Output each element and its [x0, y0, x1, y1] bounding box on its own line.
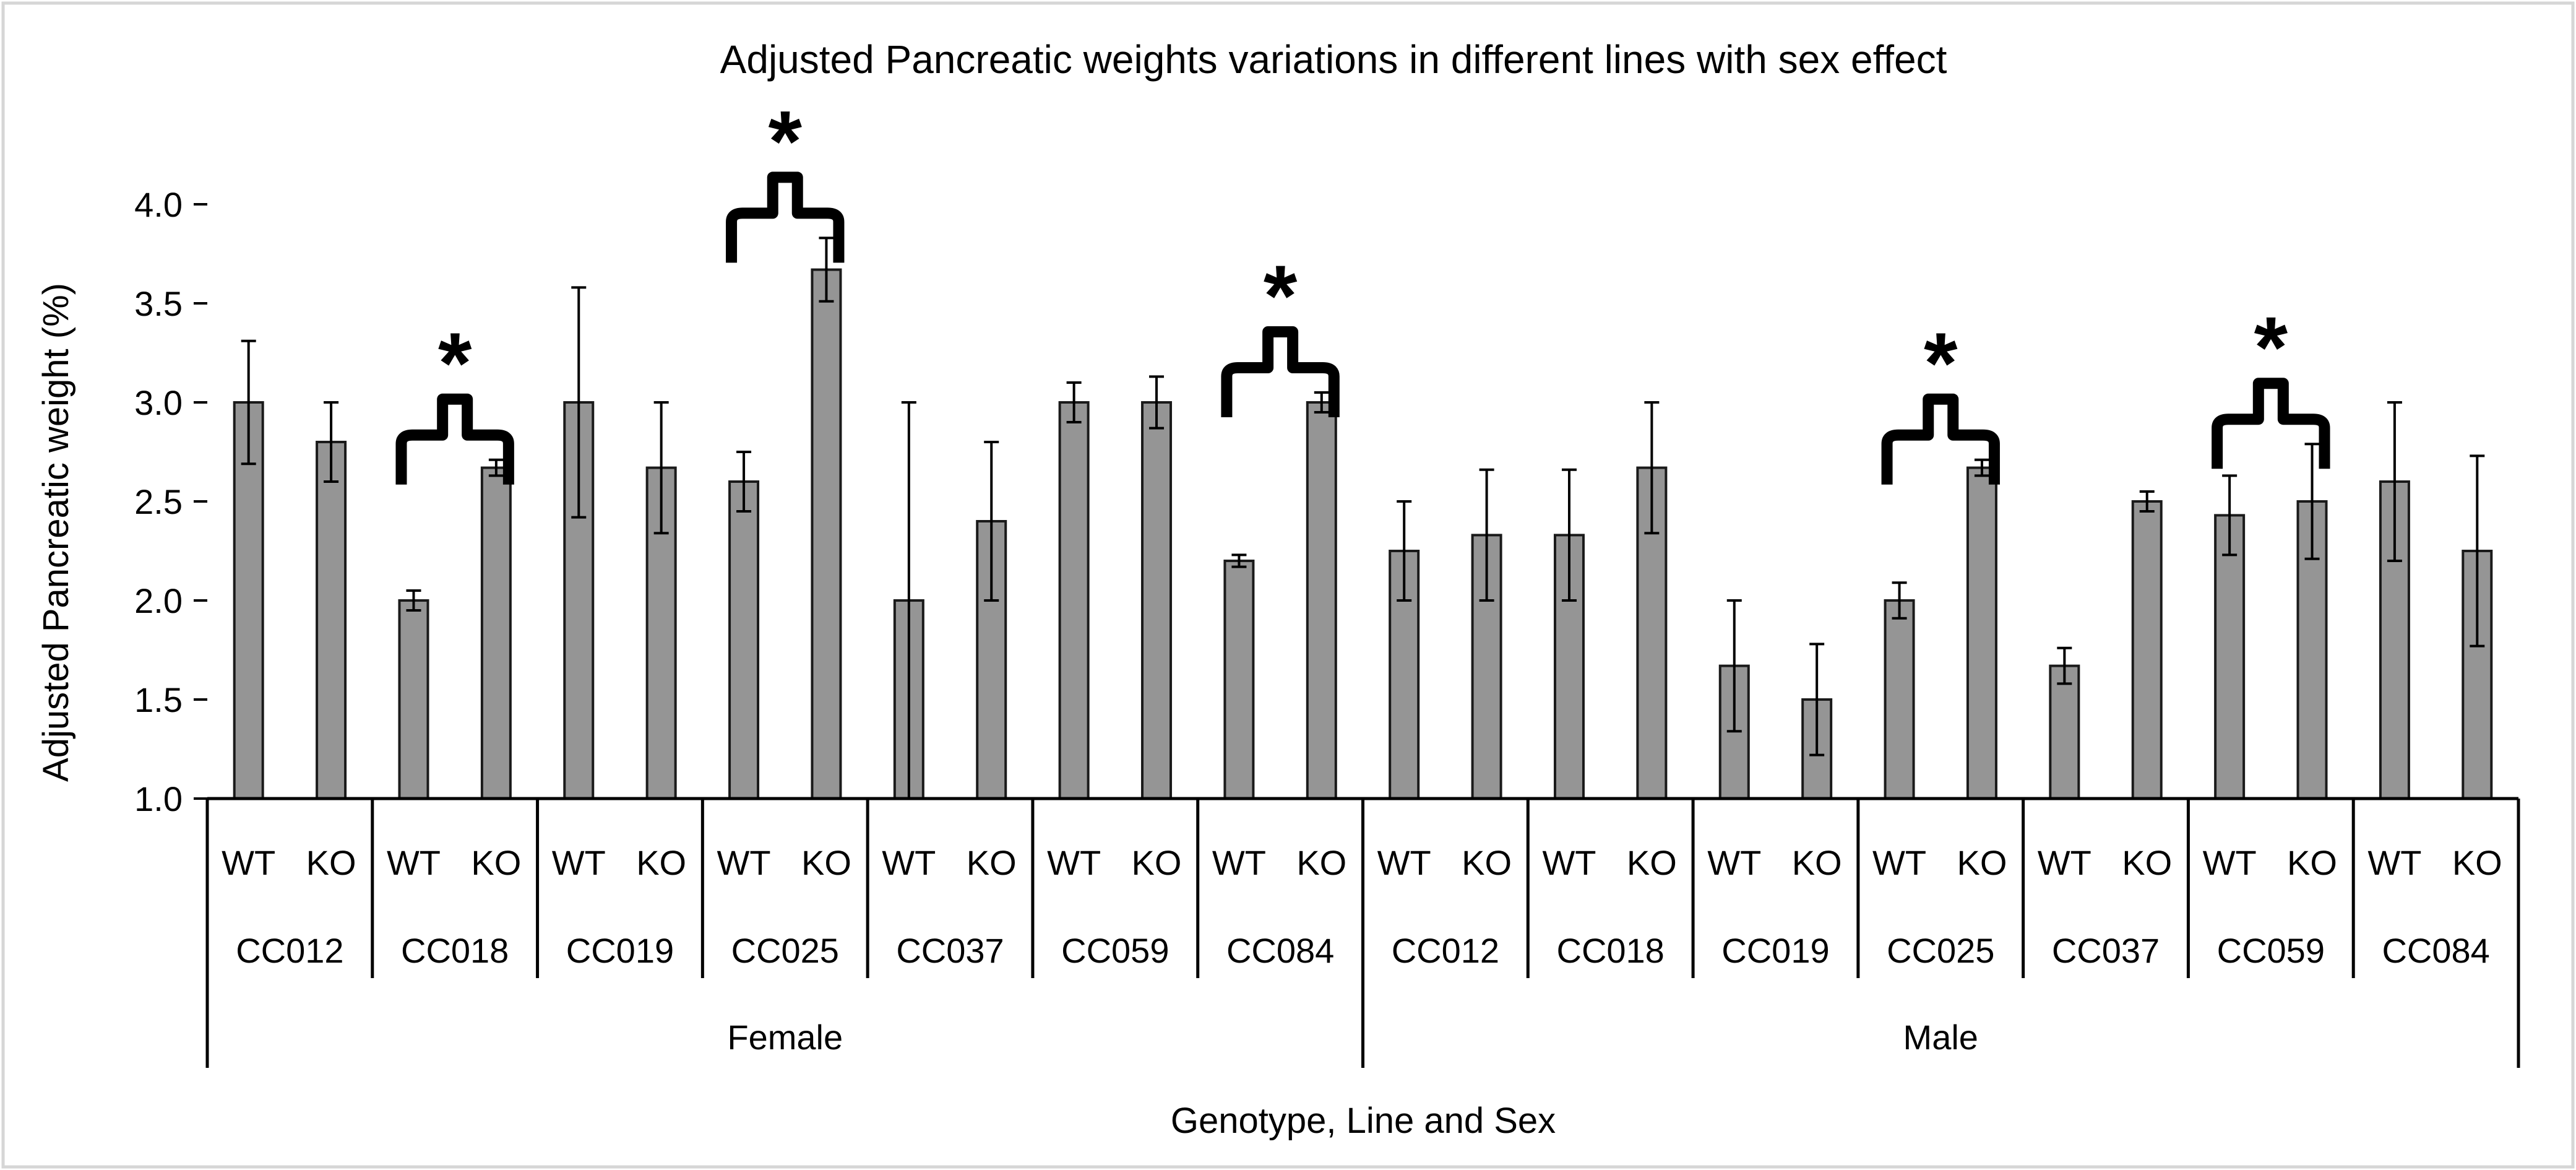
genotype-label: KO — [2122, 843, 2172, 882]
bar — [2131, 500, 2163, 800]
bar — [2049, 664, 2080, 800]
line-label: CC019 — [566, 931, 674, 970]
genotype-label: WT — [1707, 843, 1761, 882]
bar — [2214, 514, 2246, 800]
y-tick-label: 1.5 — [134, 680, 183, 719]
line-label: CC037 — [896, 931, 1004, 970]
y-tick-label: 2.0 — [134, 581, 183, 620]
bar — [1884, 599, 1915, 800]
bar — [233, 401, 264, 800]
bar — [1058, 401, 1090, 800]
significance-asterisk: * — [1264, 247, 1298, 344]
line-label: CC084 — [1226, 931, 1334, 970]
genotype-label: WT — [1212, 843, 1266, 882]
genotype-label: WT — [1542, 843, 1596, 882]
bar — [398, 599, 429, 800]
significance-bracket — [395, 393, 514, 485]
significance-markers: * * * * * — [395, 92, 2330, 485]
bar — [1306, 401, 1337, 800]
sex-label: Male — [1903, 1018, 1978, 1057]
y-tick-label: 3.0 — [134, 383, 183, 422]
line-label: CC012 — [1392, 931, 1499, 970]
significance-asterisk: * — [2254, 298, 2288, 396]
line-label: CC059 — [2217, 931, 2325, 970]
significance-bracket — [1881, 393, 2000, 485]
bar — [480, 466, 512, 800]
y-tick-label: 4.0 — [134, 185, 183, 224]
error-bar-series — [241, 236, 2485, 800]
significance-bracket — [726, 171, 845, 263]
y-tick-label: 2.5 — [134, 482, 183, 521]
genotype-label: KO — [1462, 843, 1512, 882]
genotype-label: KO — [967, 843, 1017, 882]
bar — [1966, 466, 1997, 800]
line-label: CC084 — [2382, 931, 2489, 970]
genotype-label: WT — [1377, 843, 1431, 882]
bar — [1223, 560, 1255, 800]
significance-asterisk: * — [769, 92, 803, 189]
line-label: CC018 — [401, 931, 509, 970]
genotype-label: KO — [2287, 843, 2337, 882]
line-label: CC059 — [1061, 931, 1169, 970]
genotype-label: WT — [387, 843, 441, 882]
y-axis-ticks: 1.0 1.5 2.0 2.5 3.0 3.5 4.0 — [134, 185, 207, 818]
genotype-label: KO — [801, 843, 851, 882]
genotype-label: KO — [1627, 843, 1677, 882]
bar — [1141, 401, 1173, 800]
line-label: CC025 — [731, 931, 839, 970]
x-axis-label: Genotype, Line and Sex — [1171, 1101, 1556, 1141]
bar — [316, 441, 347, 800]
genotype-label: WT — [2203, 843, 2257, 882]
category-axis: WT KO CC012 WT KO CC018 WT KO CC019 WT KO CC025 WT KO… — [205, 797, 2520, 1068]
line-label: CC012 — [236, 931, 343, 970]
line-label: CC025 — [1887, 931, 1994, 970]
significance-bracket — [1221, 326, 1340, 417]
genotype-label: KO — [636, 843, 686, 882]
line-label: CC019 — [1721, 931, 1829, 970]
genotype-label: WT — [2367, 843, 2421, 882]
genotype-label: KO — [2452, 843, 2502, 882]
bar — [811, 268, 842, 800]
genotype-label: WT — [2038, 843, 2091, 882]
genotype-label: WT — [717, 843, 771, 882]
genotype-label: KO — [1957, 843, 2007, 882]
significance-asterisk: * — [438, 314, 472, 412]
genotype-label: KO — [1296, 843, 1346, 882]
y-tick-label: 1.0 — [134, 779, 183, 818]
genotype-label: KO — [471, 843, 521, 882]
genotype-label: WT — [552, 843, 606, 882]
y-tick-label: 3.5 — [134, 284, 183, 323]
line-label: CC018 — [1557, 931, 1665, 970]
chart-title: Adjusted Pancreatic weights variations i… — [720, 37, 1947, 82]
y-axis-label: Adjusted Pancreatic weight (%) — [36, 283, 76, 782]
genotype-label: WT — [222, 843, 275, 882]
genotype-label: WT — [1872, 843, 1926, 882]
line-label: CC037 — [2052, 931, 2160, 970]
significance-bracket — [2212, 378, 2330, 469]
genotype-label: KO — [1132, 843, 1182, 882]
genotype-label: KO — [1792, 843, 1842, 882]
genotype-label: WT — [882, 843, 936, 882]
significance-asterisk: * — [1924, 314, 1958, 412]
bar — [728, 480, 760, 800]
genotype-label: WT — [1047, 843, 1101, 882]
genotype-label: KO — [306, 843, 356, 882]
sex-label: Female — [727, 1018, 843, 1057]
